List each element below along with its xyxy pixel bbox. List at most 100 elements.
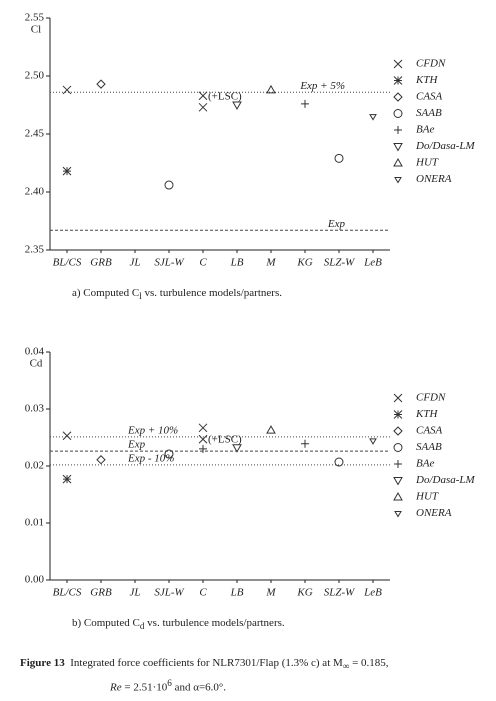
y-tick-label: 0.02 [25,460,44,472]
marker [393,143,403,152]
caption-text: Re [110,681,122,694]
marker [393,76,403,85]
caption-text: = 0.185, [349,657,389,669]
x-tick-label: M [265,257,276,269]
marker [394,460,402,468]
caption-a: a) Computed Cl vs. turbulence models/par… [72,287,282,301]
caption-b: b) Computed Cd vs. turbulence models/par… [72,617,285,631]
marker [62,166,72,176]
legend-label: ONERA [416,173,452,185]
caption-text: b) Computed C [72,617,140,629]
x-tick-label: C [199,587,207,599]
x-tick-label: LB [230,257,244,269]
legend-label: BAe [416,124,434,136]
legend-label: HUT [415,157,439,169]
marker [96,79,106,89]
y-tick-label: 2.40 [25,186,45,198]
legend-label: ONERA [416,507,452,519]
x-tick-label: SJL-W [154,587,184,599]
reference-label: Exp [127,439,146,451]
y-axis-label: Cl [31,24,41,36]
caption-sub: l [139,291,142,302]
marker [301,439,309,448]
marker [394,177,402,184]
x-tick-label: GRB [90,257,112,269]
marker [393,393,403,403]
x-tick-label: LeB [363,257,382,269]
x-tick-label: KG [296,257,312,269]
marker [62,431,72,441]
marker [393,477,403,486]
caption-sub: ∞ [342,661,350,672]
x-tick-label: C [199,257,207,269]
x-tick-label: KG [296,587,312,599]
annotation: (+LSC) [208,434,242,446]
legend-label: CASA [416,91,443,103]
legend-label: Do/Dasa-LM [415,140,476,152]
caption-text: and α=6.0°. [171,681,227,694]
marker [394,126,402,134]
x-tick-label: M [265,587,276,599]
x-tick-label: SLZ-W [324,587,355,599]
marker [198,423,208,433]
marker [266,84,276,94]
marker [393,410,403,419]
y-tick-label: 2.50 [25,70,45,82]
marker [198,91,208,101]
marker [393,92,403,102]
y-tick-label: 0.00 [25,574,45,586]
marker [198,102,208,112]
y-tick-label: 0.01 [25,517,44,529]
x-tick-label: JL [130,587,141,599]
y-axis-label: Cd [30,358,43,370]
marker [198,434,208,444]
figure-caption: Figure 13 Integrated force coefficients … [20,655,389,697]
marker [334,457,344,467]
legend-label: CASA [416,425,443,437]
caption-text: Integrated force coefficients for NLR730… [70,657,343,669]
legend-label: CFDN [416,58,446,70]
legend-label: Do/Dasa-LM [415,474,476,486]
marker [394,511,402,518]
caption-sup: 6 [167,678,172,689]
caption-text: = 2.51·10 [121,681,168,694]
x-tick-label: GRB [90,587,112,599]
marker [393,443,403,452]
y-tick-label: 0.03 [25,403,45,415]
marker [164,180,174,190]
reference-label: Exp [327,218,346,230]
x-tick-label: LB [230,587,244,599]
marker [199,444,207,453]
marker [164,449,174,459]
reference-label: Exp + 10% [127,424,178,436]
legend-label: SAAB [416,441,442,453]
marker [393,109,403,118]
legend-label: SAAB [416,107,442,119]
legend-label: BAe [416,458,434,470]
marker [369,114,377,121]
marker [232,101,242,111]
marker [301,99,309,108]
x-tick-label: JL [130,257,141,269]
x-tick-label: SJL-W [154,257,184,269]
y-tick-label: 2.35 [25,244,45,256]
marker [62,474,72,484]
legend-label: KTH [415,408,438,420]
y-tick-label: 0.04 [25,346,45,358]
x-tick-label: BL/CS [53,587,82,599]
marker [232,444,242,453]
caption-sub: d [139,621,145,632]
marker [266,425,276,434]
reference-label: Exp + 5% [299,80,345,92]
caption-text: vs. turbulence models/partners. [144,617,285,629]
caption-text: a) Computed C [72,287,140,299]
x-tick-label: SLZ-W [324,257,355,269]
y-tick-label: 2.55 [25,12,45,24]
marker [334,153,344,163]
y-tick-label: 2.45 [25,128,45,140]
reference-label: Exp - 10% [127,452,174,464]
figure-label: Figure 13 [20,657,65,669]
legend-label: HUT [415,491,439,503]
